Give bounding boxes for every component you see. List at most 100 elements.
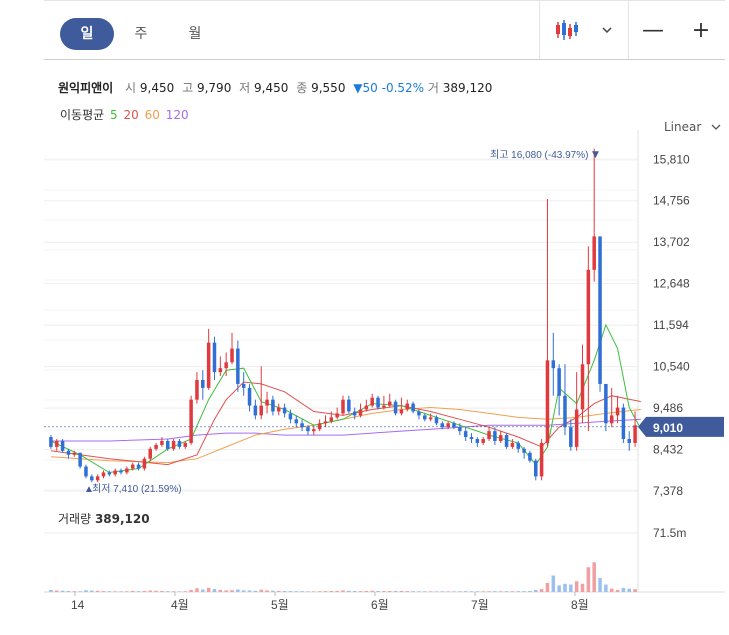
candle-body (633, 425, 637, 443)
volume-bar (370, 590, 374, 592)
candle-body (387, 401, 392, 406)
volume-bar (265, 590, 269, 592)
x-tick-label: 8월 (571, 598, 589, 612)
volume-bar (604, 584, 608, 592)
volume-bar (294, 591, 299, 592)
volume-bar (376, 591, 380, 592)
candle-body (411, 403, 415, 412)
volume-bar (534, 589, 538, 592)
tab-month[interactable]: 월 (188, 26, 202, 42)
ma-line-5 (50, 323, 642, 474)
scale-label: Linear (664, 120, 702, 134)
volume-bar (621, 587, 626, 592)
volume-bar (428, 591, 433, 592)
volume-bar (329, 591, 334, 592)
zoom-in-button[interactable]: + (691, 17, 711, 43)
candle-body (609, 415, 614, 424)
x-tick-label: 5월 (271, 598, 289, 612)
volume-bar (236, 589, 240, 592)
candle-body (615, 407, 620, 416)
candle-body (230, 348, 234, 363)
y-tick-label: 10,540 (653, 360, 690, 374)
ma-5[interactable]: 5 (110, 108, 118, 122)
candle-body (201, 380, 205, 388)
candle-body (288, 413, 293, 420)
volume-bar (125, 591, 129, 592)
candle-body (504, 435, 509, 447)
change-value: 50 (362, 81, 378, 95)
volume-bar (49, 589, 53, 592)
volume-bar (136, 591, 141, 592)
x-tick-label: 6월 (371, 598, 389, 612)
volume-bar (446, 591, 450, 592)
candle-body (282, 407, 287, 414)
ma-20[interactable]: 20 (123, 108, 139, 122)
ma-60[interactable]: 60 (144, 108, 160, 122)
chart-type-select[interactable] (539, 1, 628, 59)
high-value: 9,790 (196, 81, 232, 95)
candle-body (347, 399, 351, 412)
stock-name: 원익피앤이 (58, 81, 114, 95)
candle-body (49, 437, 53, 447)
candle-body (469, 437, 474, 440)
volume-bar (393, 590, 398, 592)
volume-bar (341, 590, 345, 592)
low-annotation: 최저 7,410 (21.59%) (92, 483, 182, 495)
candle-body (493, 431, 497, 441)
volume-bar (247, 590, 252, 592)
volume-bar (218, 589, 223, 592)
candle-body (592, 236, 596, 270)
candle-body (142, 458, 147, 469)
volume-bar (160, 591, 164, 592)
candle-body (440, 423, 445, 428)
zoom-out-button[interactable]: — (628, 1, 677, 59)
high-annotation: 최고 16,080 (-43.97%) (490, 149, 588, 161)
volume-bar (55, 590, 59, 592)
volume-bar (481, 591, 485, 592)
volume-bar (434, 591, 439, 592)
candle-body (481, 439, 485, 443)
candle-body (317, 423, 322, 430)
candle-body (66, 450, 71, 455)
candle-body (95, 476, 100, 481)
candle-body (84, 466, 88, 477)
volume-bar (312, 591, 316, 592)
volume-bar (516, 591, 520, 592)
scale-select[interactable]: Linear (664, 120, 721, 134)
candle-body (329, 417, 334, 422)
y-tick-label: 11,594 (653, 318, 689, 332)
candle-body (598, 236, 602, 384)
price-summary: 원익피앤이 시 9,450 고 9,790 저 9,450 종 9,550 ▼5… (58, 79, 496, 96)
tab-week[interactable]: 주 (134, 26, 148, 42)
volume-bar (259, 589, 263, 592)
candle-body (218, 368, 223, 373)
candle-body (306, 427, 310, 432)
tab-day[interactable]: 일 (60, 18, 114, 50)
volume-bar (352, 591, 357, 592)
candle-body (119, 470, 123, 473)
volume-bar (78, 591, 82, 592)
volume-bar (206, 587, 211, 592)
volume-bar (545, 582, 550, 592)
volume-bar (580, 583, 585, 592)
volume-bar (528, 591, 532, 592)
volume-bar (627, 588, 631, 592)
current-price-tag (638, 416, 724, 437)
ma-120[interactable]: 120 (165, 108, 189, 122)
change-arrow-icon: ▼ (353, 81, 363, 95)
volume-bar (300, 591, 304, 592)
period-tabs: 일 주 월 (60, 18, 222, 50)
volume-bar (317, 591, 322, 592)
moving-average-legend: 이동평균 5 20 60 120 (58, 106, 189, 123)
volume-bar (364, 591, 369, 592)
volume-bar (101, 591, 106, 592)
candle-body (545, 360, 550, 443)
volume-bar (469, 591, 474, 592)
volume-bar (107, 591, 112, 592)
volume-bar (282, 591, 287, 592)
volume-bar (166, 591, 170, 592)
candle-body (382, 405, 386, 408)
volume-bar (563, 583, 567, 592)
ma-label: 이동평균 (60, 108, 105, 122)
